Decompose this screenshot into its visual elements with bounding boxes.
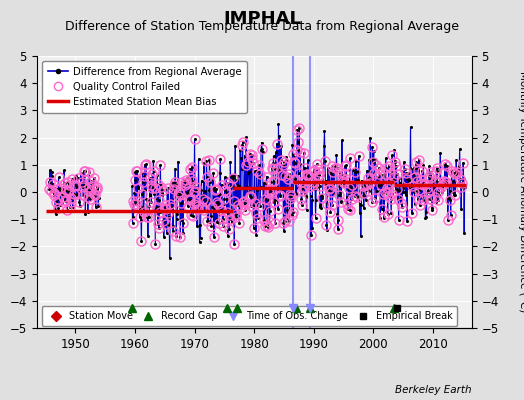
Text: Difference of Station Temperature Data from Regional Average: Difference of Station Temperature Data f… bbox=[65, 20, 459, 33]
Text: Berkeley Earth: Berkeley Earth bbox=[395, 385, 472, 395]
Y-axis label: Monthly Temperature Anomaly Difference (°C): Monthly Temperature Anomaly Difference (… bbox=[518, 71, 524, 313]
Legend: Station Move, Record Gap, Time of Obs. Change, Empirical Break: Station Move, Record Gap, Time of Obs. C… bbox=[41, 306, 457, 326]
Text: IMPHAL: IMPHAL bbox=[223, 10, 301, 28]
